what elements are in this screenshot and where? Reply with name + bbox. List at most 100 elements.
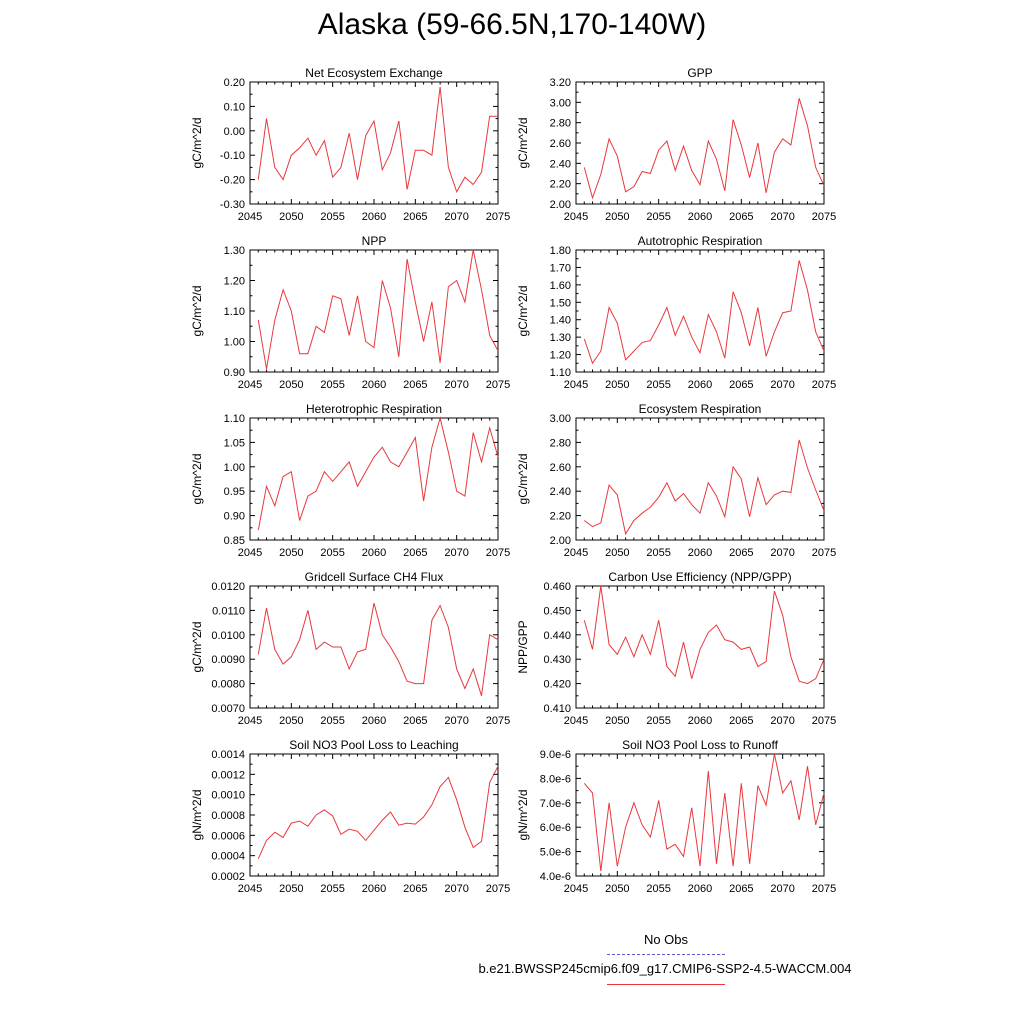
y-axis-label: NPP/GPP bbox=[516, 620, 530, 673]
legend-obs-label: No Obs bbox=[643, 932, 689, 947]
x-tick-label: 2060 bbox=[362, 715, 386, 727]
y-tick-label: 1.00 bbox=[224, 462, 245, 474]
x-tick-label: 2055 bbox=[320, 379, 344, 391]
x-tick-label: 2045 bbox=[564, 547, 588, 559]
y-tick-label: 1.80 bbox=[550, 245, 571, 257]
panel-3: NPP gC/m^2/d 2045 2050 2055 2060 2065 2070 2075 0… bbox=[190, 234, 510, 391]
y-tick-label: 5.0e-6 bbox=[540, 847, 571, 859]
plot-frame bbox=[249, 81, 499, 205]
y-tick-label: 0.0014 bbox=[211, 749, 245, 761]
x-tick-label: 2060 bbox=[688, 883, 712, 895]
x-tick-label: 2070 bbox=[770, 715, 794, 727]
x-tick-label: 2075 bbox=[486, 715, 510, 727]
y-tick-label: 1.30 bbox=[550, 332, 571, 344]
y-tick-label: 0.0080 bbox=[211, 679, 245, 691]
y-tick-label: 0.450 bbox=[543, 605, 571, 617]
x-tick-label: 2070 bbox=[444, 547, 468, 559]
x-tick-label: 2050 bbox=[605, 379, 629, 391]
x-tick-label: 2045 bbox=[238, 715, 262, 727]
y-tick-label: -0.20 bbox=[220, 175, 245, 187]
y-tick-label: 0.0120 bbox=[211, 581, 245, 593]
y-tick-label: 3.00 bbox=[550, 97, 571, 109]
x-tick-label: 2045 bbox=[238, 379, 262, 391]
x-tick-label: 2070 bbox=[444, 715, 468, 727]
x-tick-label: 2055 bbox=[320, 547, 344, 559]
x-tick-label: 2075 bbox=[486, 211, 510, 223]
plot-frame bbox=[249, 249, 499, 373]
y-tick-label: 0.0008 bbox=[211, 810, 245, 822]
x-tick-label: 2050 bbox=[279, 715, 303, 727]
y-tick-label: 2.40 bbox=[550, 158, 571, 170]
panel-8: Carbon Use Efficiency (NPP/GPP) NPP/GPP 20… bbox=[516, 570, 836, 727]
x-tick-label: 2060 bbox=[362, 883, 386, 895]
panel-6: Ecosystem Respiration gC/m^2/d 2045 2050 205… bbox=[516, 402, 836, 559]
panel-title: Autotrophic Respiration bbox=[638, 234, 763, 248]
panel-title: Carbon Use Efficiency (NPP/GPP) bbox=[608, 570, 791, 584]
x-tick-label: 2055 bbox=[646, 379, 670, 391]
legend-obs-line bbox=[607, 954, 725, 955]
y-tick-label: 0.410 bbox=[543, 703, 571, 715]
x-tick-label: 2070 bbox=[444, 883, 468, 895]
series-line bbox=[584, 439, 825, 536]
x-tick-label: 2075 bbox=[486, 379, 510, 391]
x-tick-label: 2065 bbox=[729, 883, 753, 895]
x-tick-label: 2070 bbox=[770, 547, 794, 559]
y-axis-label: gC/m^2/d bbox=[190, 286, 204, 337]
y-axis-label: gC/m^2/d bbox=[190, 622, 204, 673]
y-tick-label: 0.95 bbox=[224, 486, 245, 498]
x-tick-label: 2045 bbox=[238, 883, 262, 895]
y-tick-label: 2.80 bbox=[550, 437, 571, 449]
y-axis-label: gC/m^2/d bbox=[516, 118, 530, 169]
panel-5: Heterotrophic Respiration gC/m^2/d 2045 205… bbox=[190, 402, 510, 559]
y-tick-label: 1.20 bbox=[224, 276, 245, 288]
y-tick-label: 0.0090 bbox=[211, 654, 245, 666]
y-tick-label: 9.0e-6 bbox=[540, 749, 571, 761]
series-line bbox=[257, 765, 499, 859]
x-tick-label: 2075 bbox=[812, 379, 836, 391]
y-tick-label: 0.0012 bbox=[211, 769, 245, 781]
y-tick-label: 0.0006 bbox=[211, 830, 245, 842]
series-line bbox=[257, 416, 499, 531]
y-tick-label: 0.90 bbox=[224, 367, 245, 379]
x-tick-label: 2070 bbox=[444, 211, 468, 223]
plot-frame bbox=[575, 585, 825, 709]
y-tick-label: 0.460 bbox=[543, 581, 571, 593]
panel-title: Soil NO3 Pool Loss to Leaching bbox=[289, 738, 458, 752]
legend-model-line bbox=[607, 984, 725, 985]
panel-title: Ecosystem Respiration bbox=[639, 402, 762, 416]
series-line bbox=[583, 585, 825, 685]
plot-frame bbox=[249, 417, 499, 541]
x-tick-label: 2065 bbox=[403, 211, 427, 223]
y-tick-label: 1.00 bbox=[224, 337, 245, 349]
series-line bbox=[257, 602, 499, 696]
x-tick-label: 2050 bbox=[605, 547, 629, 559]
y-tick-label: 1.50 bbox=[550, 297, 571, 309]
y-tick-label: 3.00 bbox=[550, 413, 571, 425]
y-tick-label: 1.30 bbox=[224, 245, 245, 257]
y-tick-label: 0.0002 bbox=[211, 871, 245, 883]
series-line bbox=[257, 249, 499, 369]
x-tick-label: 2055 bbox=[646, 211, 670, 223]
y-tick-label: 0.10 bbox=[224, 101, 245, 113]
y-tick-label: 1.10 bbox=[224, 306, 245, 318]
x-tick-label: 2075 bbox=[812, 211, 836, 223]
y-tick-label: 0.0010 bbox=[211, 790, 245, 802]
x-tick-label: 2065 bbox=[729, 379, 753, 391]
x-tick-label: 2070 bbox=[770, 211, 794, 223]
panel-1: Net Ecosystem Exchange gC/m^2/d 2045 2050 20… bbox=[190, 66, 510, 223]
panel-title: Net Ecosystem Exchange bbox=[305, 66, 443, 80]
x-tick-label: 2070 bbox=[770, 883, 794, 895]
y-axis-label: gN/m^2/d bbox=[190, 790, 204, 841]
x-tick-label: 2045 bbox=[238, 547, 262, 559]
x-tick-label: 2070 bbox=[444, 379, 468, 391]
x-tick-label: 2075 bbox=[812, 883, 836, 895]
x-tick-label: 2045 bbox=[238, 211, 262, 223]
y-tick-label: 2.40 bbox=[550, 486, 571, 498]
x-tick-label: 2060 bbox=[362, 379, 386, 391]
x-tick-label: 2065 bbox=[729, 715, 753, 727]
y-axis-label: gC/m^2/d bbox=[516, 286, 530, 337]
x-tick-label: 2060 bbox=[688, 547, 712, 559]
y-tick-label: 0.0110 bbox=[212, 605, 245, 617]
plot-frame bbox=[575, 417, 825, 541]
y-tick-label: -0.10 bbox=[220, 150, 245, 162]
